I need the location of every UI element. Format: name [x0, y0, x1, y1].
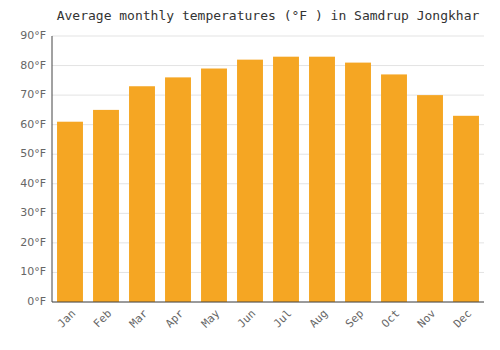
bar: [93, 110, 119, 302]
grid: [52, 36, 484, 302]
y-tick-label: 50°F: [20, 147, 46, 160]
y-tick-label: 40°F: [20, 177, 46, 190]
y-tick-label: 70°F: [20, 88, 46, 101]
chart-svg: 0°F 10°F 20°F 30°F 40°F 50°F 60°F 70°F 80°F 90°F J…: [0, 0, 500, 350]
bar: [309, 57, 335, 302]
grid-line: [52, 36, 484, 37]
bars: [57, 57, 479, 302]
x-tick-label: Sep: [343, 307, 366, 330]
x-tick-label: Oct: [379, 307, 402, 330]
bar: [165, 77, 191, 302]
y-tick-label: 90°F: [20, 29, 46, 42]
bar: [453, 116, 479, 302]
bar: [129, 86, 155, 302]
y-tick-label: 0°F: [27, 295, 46, 308]
grid-line: [52, 302, 484, 303]
x-tick-label: Aug: [307, 307, 330, 330]
x-axis-line: [52, 302, 484, 303]
x-tick-label: Feb: [91, 307, 114, 330]
x-tick-label: Jul: [271, 307, 294, 330]
bar: [273, 57, 299, 302]
x-tick-label: May: [199, 307, 223, 331]
bar: [417, 95, 443, 302]
chart-container: 0°F 10°F 20°F 30°F 40°F 50°F 60°F 70°F 80°F 90°F J…: [0, 0, 500, 350]
y-tick-label: 20°F: [20, 236, 46, 249]
x-tick-label: Jun: [235, 307, 258, 330]
x-tick-label: Mar: [127, 307, 151, 331]
y-tick-label: 80°F: [20, 59, 46, 72]
y-tick-label: 10°F: [20, 265, 46, 278]
y-tick-label: 30°F: [20, 206, 46, 219]
grid-line: [52, 65, 484, 66]
y-axis-line: [52, 36, 53, 302]
x-tick-label: Nov: [415, 307, 439, 331]
bar: [237, 60, 263, 302]
title: Average monthly temperatures (°F ) in Sa…: [57, 8, 480, 23]
x-tick-label: Dec: [451, 307, 474, 330]
x-axis: Jan Feb Mar Apr May Jun Jul Aug Sep Oct Nov Dec: [55, 307, 474, 331]
bar: [345, 63, 371, 302]
x-tick-label: Apr: [163, 307, 187, 331]
bar: [57, 122, 83, 302]
y-axis: 0°F 10°F 20°F 30°F 40°F 50°F 60°F 70°F 80°F 90°F: [20, 29, 46, 308]
x-tick-label: Jan: [55, 307, 78, 330]
bar: [201, 69, 227, 302]
bar: [381, 74, 407, 302]
y-tick-label: 60°F: [20, 118, 46, 131]
